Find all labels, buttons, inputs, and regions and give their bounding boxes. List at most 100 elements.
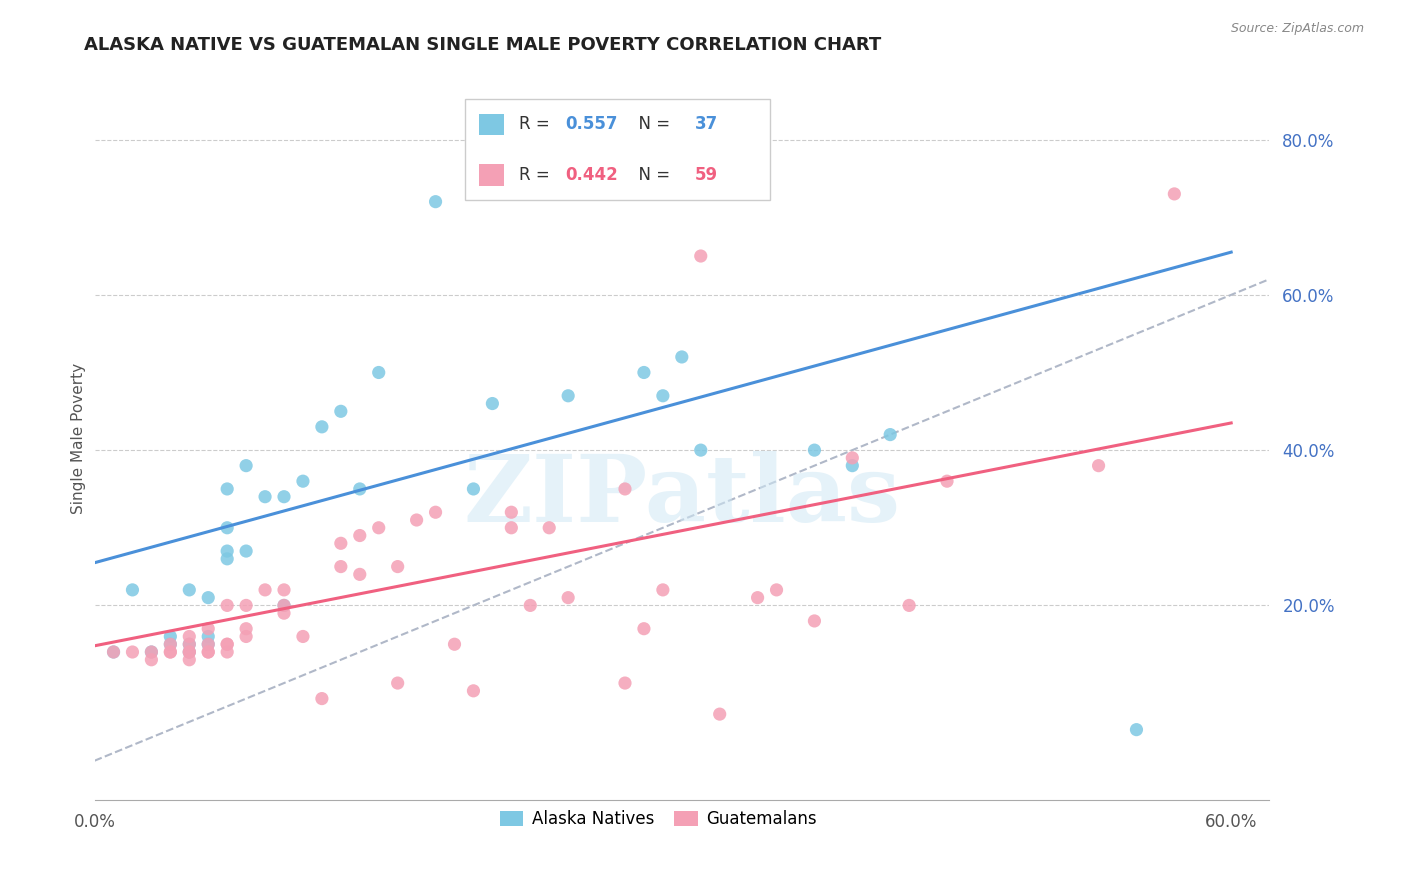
- Point: [217, 599, 239, 613]
- Point: [159, 630, 181, 644]
- Point: [1087, 458, 1109, 473]
- Point: [329, 559, 352, 574]
- Legend: Alaska Natives, Guatemalans: Alaska Natives, Guatemalans: [494, 803, 823, 835]
- Point: [217, 645, 239, 659]
- Point: [197, 637, 219, 651]
- Text: Source: ZipAtlas.com: Source: ZipAtlas.com: [1230, 22, 1364, 36]
- Point: [349, 482, 371, 496]
- Point: [557, 389, 579, 403]
- Point: [235, 630, 257, 644]
- Point: [179, 582, 201, 597]
- Point: [671, 350, 693, 364]
- Point: [803, 614, 825, 628]
- Text: 0.557: 0.557: [565, 115, 619, 134]
- Point: [841, 458, 863, 473]
- Point: [179, 637, 201, 651]
- Point: [159, 637, 181, 651]
- Point: [217, 482, 239, 496]
- Point: [217, 551, 239, 566]
- Point: [709, 707, 731, 722]
- Point: [291, 474, 314, 488]
- Point: [936, 474, 959, 488]
- Text: N =: N =: [628, 115, 675, 134]
- Point: [349, 528, 371, 542]
- Point: [747, 591, 769, 605]
- Point: [519, 599, 541, 613]
- Bar: [478, 164, 505, 186]
- Point: [141, 653, 163, 667]
- Point: [103, 645, 125, 659]
- Point: [159, 645, 181, 659]
- Point: [235, 599, 257, 613]
- Point: [197, 630, 219, 644]
- Point: [273, 606, 295, 620]
- Point: [273, 599, 295, 613]
- Text: 37: 37: [695, 115, 718, 134]
- Point: [651, 389, 673, 403]
- Point: [179, 645, 201, 659]
- Point: [121, 582, 143, 597]
- Point: [329, 404, 352, 418]
- Point: [103, 645, 125, 659]
- Point: [179, 630, 201, 644]
- Point: [217, 544, 239, 558]
- Point: [633, 622, 655, 636]
- Point: [803, 443, 825, 458]
- Text: 59: 59: [695, 166, 718, 184]
- Point: [501, 521, 523, 535]
- Point: [235, 622, 257, 636]
- Point: [141, 645, 163, 659]
- Point: [898, 599, 921, 613]
- Point: [141, 645, 163, 659]
- Text: R =: R =: [519, 166, 554, 184]
- Point: [633, 366, 655, 380]
- Point: [217, 521, 239, 535]
- Text: ZIPatlas: ZIPatlas: [463, 451, 900, 541]
- Text: ALASKA NATIVE VS GUATEMALAN SINGLE MALE POVERTY CORRELATION CHART: ALASKA NATIVE VS GUATEMALAN SINGLE MALE …: [84, 36, 882, 54]
- Point: [197, 645, 219, 659]
- Point: [179, 645, 201, 659]
- Point: [367, 521, 389, 535]
- Point: [291, 630, 314, 644]
- Point: [425, 505, 447, 519]
- Text: N =: N =: [628, 166, 675, 184]
- Point: [273, 582, 295, 597]
- Point: [179, 637, 201, 651]
- Point: [443, 637, 465, 651]
- Point: [387, 676, 409, 690]
- Point: [254, 490, 277, 504]
- Point: [273, 599, 295, 613]
- Point: [197, 622, 219, 636]
- Text: 0.442: 0.442: [565, 166, 619, 184]
- Point: [197, 637, 219, 651]
- Point: [235, 544, 257, 558]
- Point: [879, 427, 901, 442]
- Point: [1163, 186, 1185, 201]
- Point: [689, 249, 711, 263]
- Point: [557, 591, 579, 605]
- Point: [538, 521, 561, 535]
- Text: R =: R =: [519, 115, 554, 134]
- Point: [614, 676, 637, 690]
- Point: [463, 683, 485, 698]
- Point: [217, 637, 239, 651]
- Point: [197, 645, 219, 659]
- Point: [1125, 723, 1147, 737]
- Point: [197, 591, 219, 605]
- Point: [273, 490, 295, 504]
- Point: [235, 458, 257, 473]
- Point: [689, 443, 711, 458]
- Point: [425, 194, 447, 209]
- Point: [159, 645, 181, 659]
- Point: [254, 582, 277, 597]
- Point: [329, 536, 352, 550]
- Point: [179, 645, 201, 659]
- Point: [121, 645, 143, 659]
- Bar: [478, 113, 505, 136]
- Point: [159, 637, 181, 651]
- Point: [179, 653, 201, 667]
- Point: [405, 513, 427, 527]
- Point: [311, 420, 333, 434]
- Point: [349, 567, 371, 582]
- FancyBboxPatch shape: [464, 99, 770, 200]
